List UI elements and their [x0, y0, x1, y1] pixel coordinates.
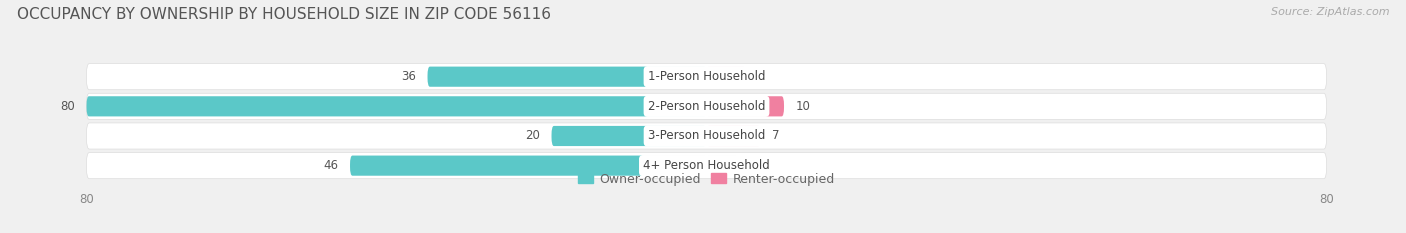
FancyBboxPatch shape [551, 126, 707, 146]
Text: 5: 5 [756, 70, 765, 83]
Text: 2-Person Household: 2-Person Household [648, 100, 765, 113]
FancyBboxPatch shape [707, 96, 785, 116]
FancyBboxPatch shape [707, 126, 761, 146]
FancyBboxPatch shape [427, 67, 707, 87]
Text: 10: 10 [796, 100, 810, 113]
Text: 4+ Person Household: 4+ Person Household [643, 159, 770, 172]
Text: 4: 4 [749, 159, 756, 172]
Text: 80: 80 [60, 100, 75, 113]
Text: 7: 7 [772, 130, 780, 143]
FancyBboxPatch shape [87, 153, 1326, 179]
Text: 20: 20 [524, 130, 540, 143]
FancyBboxPatch shape [707, 156, 738, 176]
Legend: Owner-occupied, Renter-occupied: Owner-occupied, Renter-occupied [574, 168, 839, 191]
FancyBboxPatch shape [87, 123, 1326, 149]
Text: OCCUPANCY BY OWNERSHIP BY HOUSEHOLD SIZE IN ZIP CODE 56116: OCCUPANCY BY OWNERSHIP BY HOUSEHOLD SIZE… [17, 7, 551, 22]
Text: 3-Person Household: 3-Person Household [648, 130, 765, 143]
FancyBboxPatch shape [87, 64, 1326, 90]
Text: 36: 36 [401, 70, 416, 83]
Text: 1-Person Household: 1-Person Household [648, 70, 765, 83]
Text: Source: ZipAtlas.com: Source: ZipAtlas.com [1271, 7, 1389, 17]
FancyBboxPatch shape [87, 93, 1326, 119]
FancyBboxPatch shape [350, 156, 707, 176]
FancyBboxPatch shape [87, 96, 707, 116]
FancyBboxPatch shape [707, 67, 745, 87]
Text: 46: 46 [323, 159, 339, 172]
